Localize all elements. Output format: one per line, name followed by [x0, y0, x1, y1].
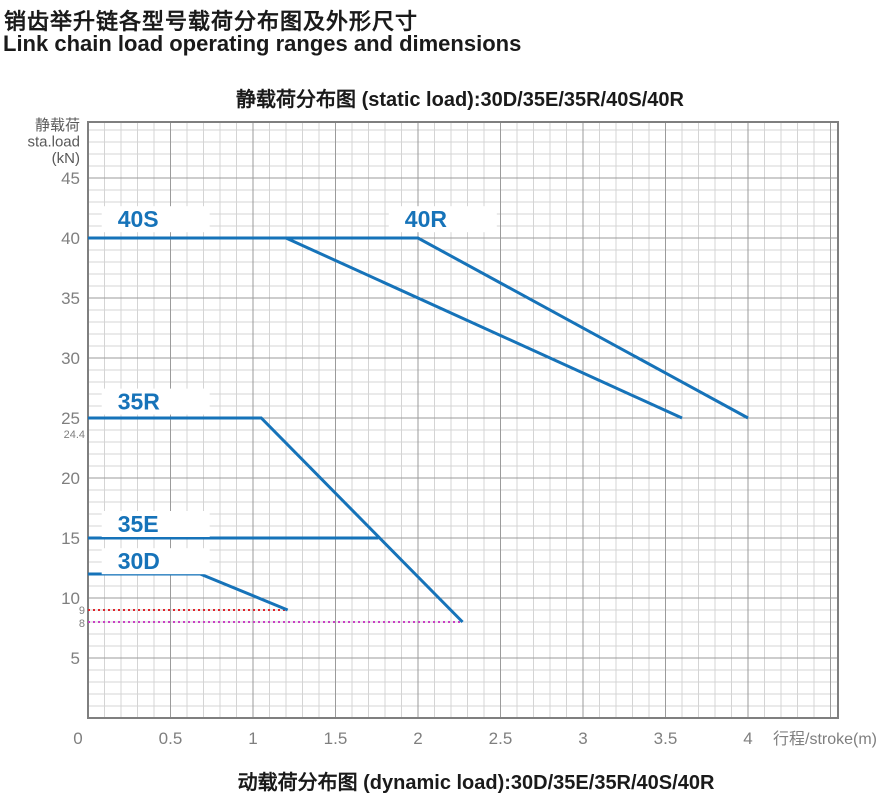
y-tick-15: 15	[61, 529, 80, 548]
series-label-30D: 30D	[118, 548, 160, 574]
y-tick-40: 40	[61, 229, 80, 248]
series-label-40R: 40R	[405, 206, 448, 232]
series-label-35E: 35E	[118, 511, 159, 537]
page-title-zh: 销齿举升链各型号载荷分布图及外形尺寸	[4, 9, 419, 34]
y-tick-5: 5	[71, 649, 80, 668]
x-tick-4: 4	[743, 729, 752, 748]
page-title-en: Link chain load operating ranges and dim…	[3, 31, 522, 56]
series-label-bg-40S	[101, 206, 210, 233]
y-tick-30: 30	[61, 349, 80, 368]
series-label-bg-35E	[101, 511, 210, 537]
x-tick-3.5: 3.5	[654, 729, 678, 748]
y-annotation-9: 9	[79, 605, 85, 617]
y-tick-10: 10	[61, 589, 80, 608]
y-axis-title-line-1: sta.load	[27, 134, 80, 151]
series-label-40S: 40S	[118, 206, 159, 232]
series-label-35R: 35R	[118, 389, 161, 415]
x-tick-0: 0	[73, 729, 82, 748]
plot-border	[87, 121, 839, 719]
y-tick-35: 35	[61, 289, 80, 308]
x-tick-2: 2	[413, 729, 422, 748]
y-tick-20: 20	[61, 469, 80, 488]
series-label-bg-35R	[101, 388, 210, 415]
y-axis-title-line-2: (kN)	[52, 150, 80, 167]
bottom-caption: 动载荷分布图 (dynamic load):30D/35E/35R/40S/40…	[237, 772, 715, 794]
y-axis-title-line-0: 静载荷	[35, 117, 80, 134]
y-annotation-24.4: 24.4	[64, 429, 85, 441]
y-tick-45: 45	[61, 169, 80, 188]
x-tick-2.5: 2.5	[489, 729, 513, 748]
series-40R	[88, 236, 749, 420]
x-axis-title: 行程/stroke(m)	[773, 730, 877, 748]
x-tick-1.5: 1.5	[324, 729, 348, 748]
series-label-bg-30D	[101, 548, 210, 575]
series-30D	[88, 572, 289, 612]
x-tick-1: 1	[248, 729, 257, 748]
x-tick-3: 3	[578, 729, 587, 748]
series-label-bg-40R	[388, 206, 497, 233]
y-annotation-8: 8	[79, 618, 85, 630]
x-tick-0.5: 0.5	[159, 729, 183, 748]
y-tick-25: 25	[61, 409, 80, 428]
series-35R	[88, 416, 464, 624]
chart-title: 静载荷分布图 (static load):30D/35E/35R/40S/40R	[236, 89, 684, 111]
